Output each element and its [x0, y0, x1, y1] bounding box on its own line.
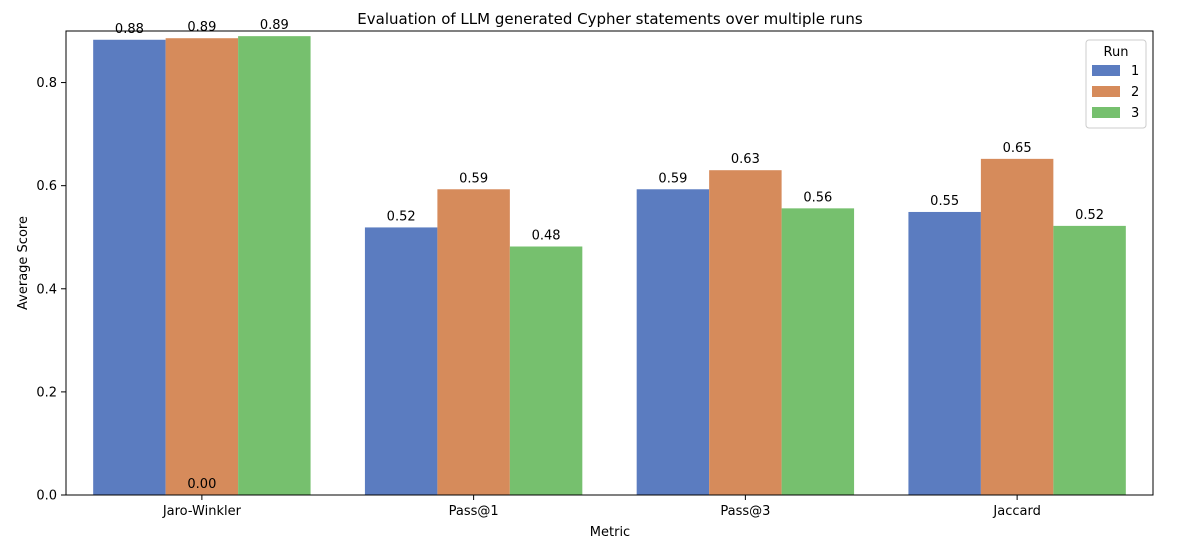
x-tick-label: Jaro-Winkler: [162, 504, 242, 519]
legend-swatch: [1092, 86, 1120, 97]
y-axis-label: Average Score: [16, 216, 31, 310]
data-label: 0.89: [187, 20, 216, 35]
chart-title: Evaluation of LLM generated Cypher state…: [357, 10, 863, 28]
legend-items: 1 2 3: [1092, 64, 1139, 121]
legend-swatch: [1092, 65, 1120, 76]
legend-label: 2: [1131, 85, 1139, 100]
data-label: 0.89: [260, 18, 289, 33]
bars-layer: [93, 36, 1126, 496]
bar: [636, 189, 710, 495]
x-axis: Jaro-Winkler Pass@1 Pass@3 Jaccard: [162, 495, 1041, 519]
y-tick-label: 0.0: [36, 489, 57, 504]
x-axis-label: Metric: [590, 525, 630, 540]
data-label: 0.65: [1003, 141, 1032, 156]
data-label: 0.48: [532, 229, 561, 244]
legend-title: Run: [1104, 45, 1129, 60]
legend-label: 1: [1131, 64, 1139, 79]
data-label: 0.59: [459, 171, 488, 186]
x-tick-label: Pass@3: [720, 504, 770, 519]
bar: [1053, 225, 1126, 495]
data-label: 0.56: [803, 190, 832, 205]
bar: [437, 189, 510, 495]
data-label: 0.55: [930, 194, 959, 209]
data-label: 0.52: [1075, 208, 1104, 223]
y-tick-label: 0.6: [36, 179, 57, 194]
bar: [93, 39, 166, 496]
y-tick-label: 0.8: [36, 76, 57, 91]
legend: Run 1 2 3: [1085, 39, 1147, 129]
legend-label: 3: [1131, 106, 1139, 121]
bar: [238, 36, 311, 496]
x-tick-label: Jaccard: [992, 504, 1040, 519]
data-labels-layer: 0.88 0.52 0.59 0.55 0.89 0.59 0.63 0.65 0.89 0.48…: [115, 18, 1104, 492]
plot-frame: [65, 30, 1154, 496]
legend-swatch: [1092, 107, 1120, 118]
bar: [980, 158, 1054, 495]
y-axis: 0.0 0.2 0.4 0.6 0.8: [36, 76, 66, 504]
y-tick-label: 0.2: [36, 385, 57, 400]
bar: [908, 211, 981, 495]
bar: [781, 208, 855, 495]
bar: [509, 246, 583, 495]
data-label: 0.63: [731, 152, 760, 167]
y-tick-label: 0.4: [36, 282, 57, 297]
data-label: 0.59: [658, 171, 687, 186]
bar: [165, 38, 239, 496]
bar: [709, 170, 782, 495]
data-label: 0.88: [115, 22, 144, 37]
bar: [364, 227, 438, 495]
legend-box: [1085, 39, 1147, 129]
x-tick-label: Pass@1: [449, 504, 499, 519]
data-label: 0.52: [387, 209, 416, 224]
data-label-annotation: 0.00: [187, 477, 216, 492]
